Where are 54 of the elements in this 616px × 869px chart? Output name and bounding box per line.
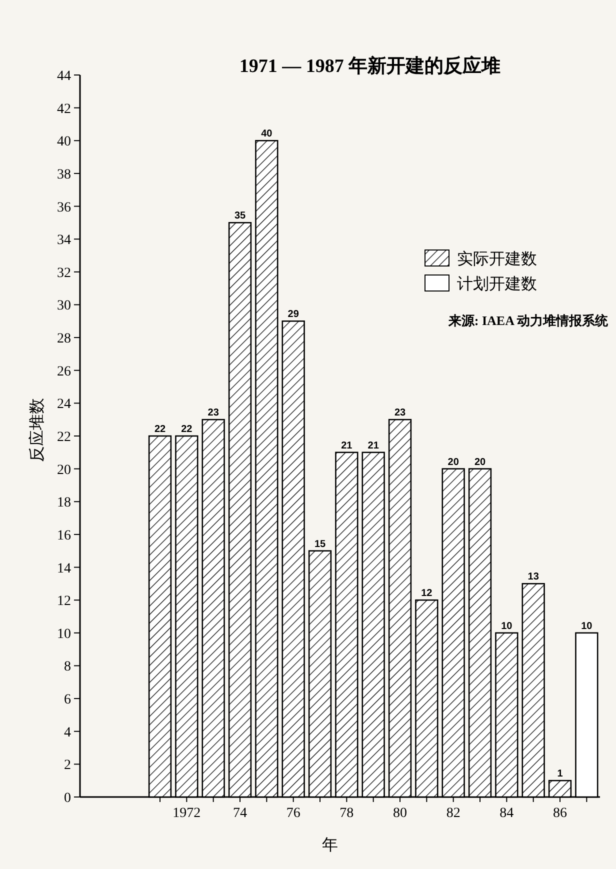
y-tick-label: 36 [57,200,71,216]
x-tick-label: 78 [340,806,354,821]
y-tick-label: 42 [57,102,71,117]
y-tick-label: 0 [64,791,71,806]
y-tick-label: 12 [57,594,71,610]
annotation: 来源: IAEA 动力堆情报系统 [447,313,609,328]
y-tick-label: 26 [57,364,71,380]
x-tick-label: 74 [233,806,247,821]
data-label: 20 [448,456,460,468]
y-tick-label: 20 [57,462,71,478]
data-label: 21 [341,440,353,452]
x-tick-label: 82 [446,806,460,821]
data-label: 10 [501,620,513,632]
x-tick-label: 76 [286,806,300,821]
y-tick-label: 18 [57,496,71,511]
y-tick-label: 22 [57,430,71,445]
y-tick-label: 24 [57,397,71,412]
y-tick-label: 34 [57,233,71,248]
y-tick-label: 2 [64,758,71,774]
data-label: 29 [288,309,300,320]
data-label: 21 [368,440,380,452]
legend-label: 计划开建数 [457,275,537,293]
y-tick-label: 32 [57,266,71,281]
legend-label: 实际开建数 [457,250,537,268]
data-label: 12 [421,588,433,600]
chart-title: 1971 — 1987 年新开建的反应堆 [239,55,501,77]
y-tick-label: 10 [57,626,71,642]
data-label: 13 [528,572,540,583]
x-tick-label: 84 [500,806,514,821]
data-label: 15 [314,538,326,550]
y-tick-label: 30 [57,298,71,314]
data-label: 1 [557,768,564,780]
y-tick-label: 28 [57,332,71,347]
y-tick-label: 6 [64,692,71,708]
data-label: 22 [181,424,193,435]
y-axis-title: 反应堆数 [28,398,46,462]
data-label: 22 [154,424,166,435]
data-label: 35 [234,210,246,222]
data-label: 40 [261,128,273,140]
y-tick-label: 14 [57,561,71,576]
y-tick-label: 16 [57,528,71,544]
data-label: 23 [208,408,220,419]
data-label: 20 [474,456,486,468]
x-axis-title: 年 [322,837,338,854]
y-tick-label: 40 [57,134,71,150]
y-tick-label: 8 [64,660,71,675]
y-tick-label: 44 [57,69,71,84]
data-label: 23 [394,408,406,419]
x-tick-label: 86 [553,806,567,821]
x-tick-label: 80 [393,806,407,821]
data-label: 10 [581,620,593,632]
y-tick-label: 38 [57,167,71,182]
y-tick-label: 4 [64,725,71,740]
x-tick-label: 1972 [172,806,201,821]
